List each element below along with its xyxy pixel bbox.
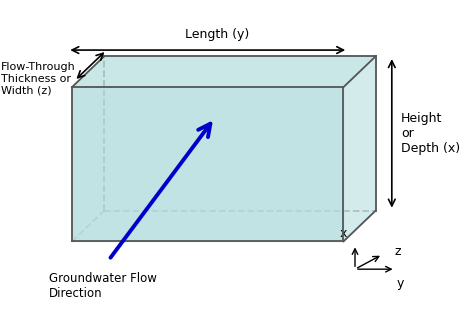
Text: Length (y): Length (y) [185, 28, 249, 41]
Polygon shape [72, 56, 376, 87]
Text: x: x [340, 227, 347, 240]
Text: z: z [394, 245, 401, 258]
Polygon shape [72, 56, 104, 241]
Polygon shape [343, 56, 376, 241]
Text: Height
or
Depth (x): Height or Depth (x) [401, 112, 460, 155]
Text: Flow-Through
Thickness or
Width (z): Flow-Through Thickness or Width (z) [0, 62, 76, 95]
Text: Groundwater Flow
Direction: Groundwater Flow Direction [49, 272, 157, 300]
Text: y: y [396, 277, 404, 290]
Polygon shape [72, 87, 343, 241]
